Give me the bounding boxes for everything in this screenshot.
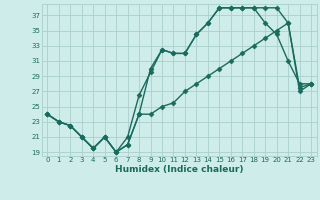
X-axis label: Humidex (Indice chaleur): Humidex (Indice chaleur) xyxy=(115,165,244,174)
